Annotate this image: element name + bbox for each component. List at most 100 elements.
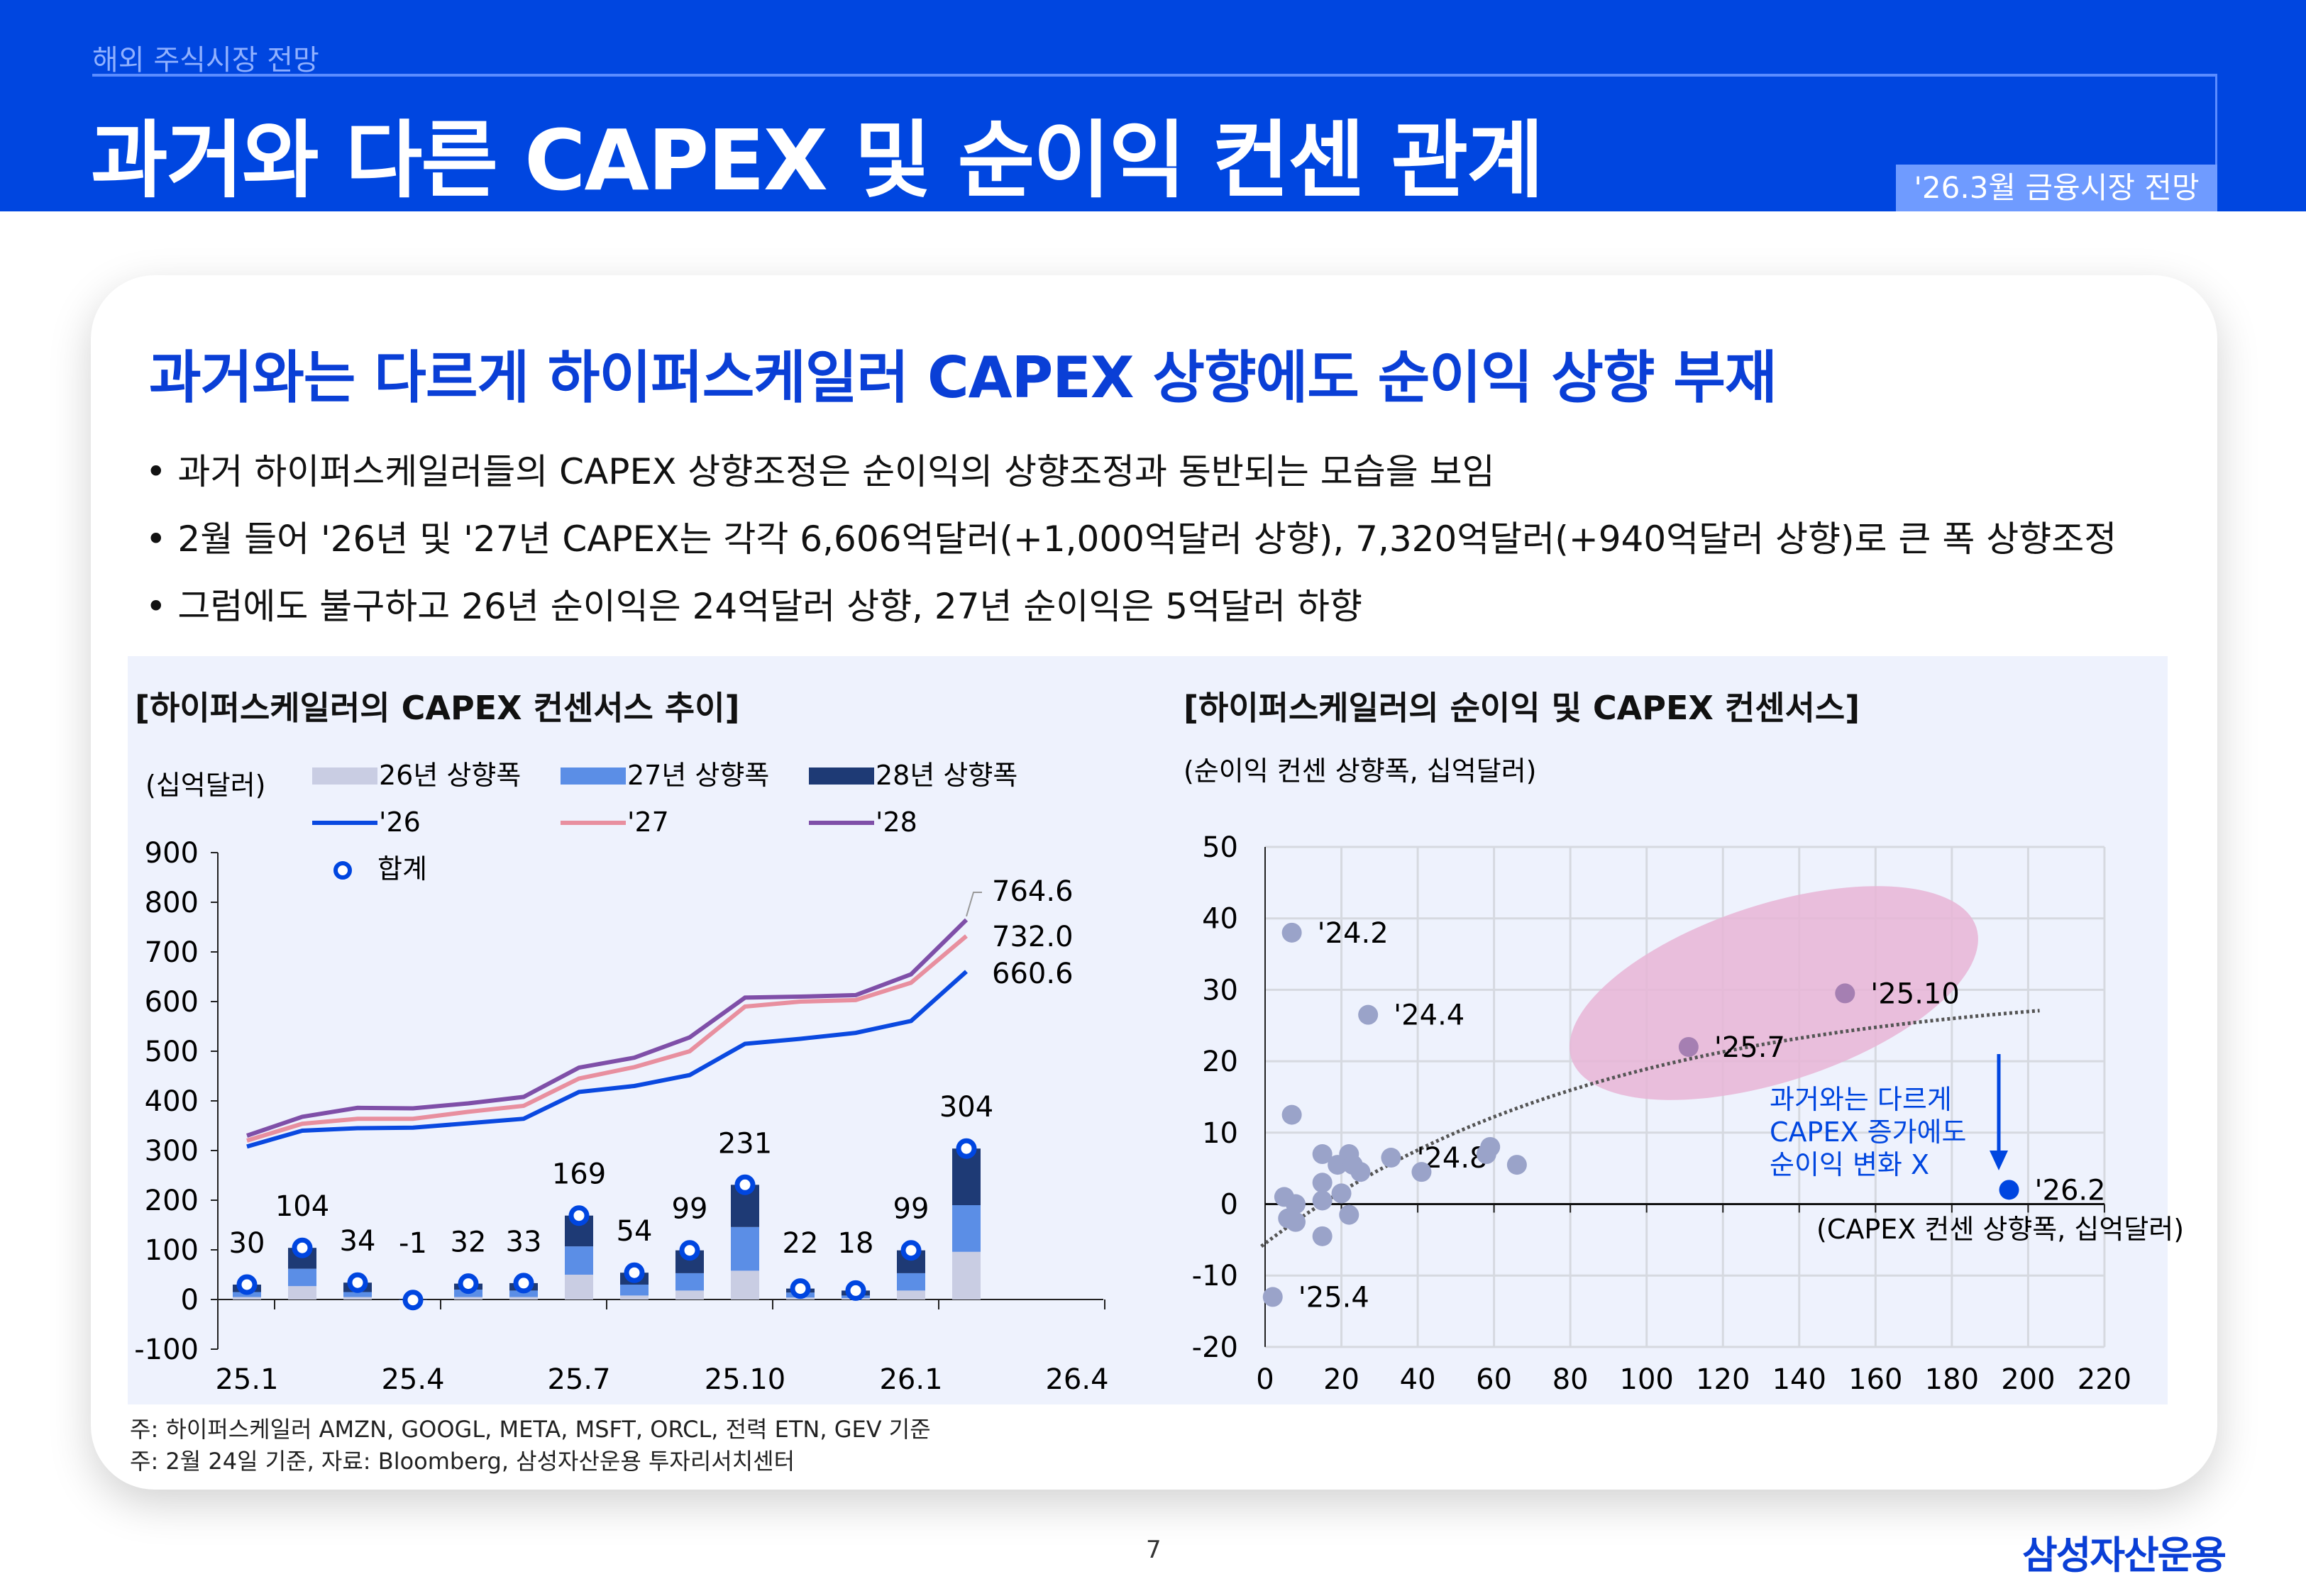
y-tick-label: 0	[181, 1284, 199, 1317]
total-marker	[900, 1240, 922, 1261]
y-tick-label: 100	[145, 1234, 199, 1267]
end-label-leader	[966, 892, 982, 917]
total-marker	[513, 1273, 534, 1294]
total-marker	[568, 1205, 590, 1226]
x-tick-label: 26.4	[1045, 1363, 1108, 1396]
total-label: 104	[275, 1190, 329, 1223]
content-heading: 과거와는 다르게 하이퍼스케일러 CAPEX 상향에도 순이익 상향 부재	[149, 345, 1777, 411]
y-tick-label: -20	[1192, 1331, 1238, 1364]
right-y-unit: (순이익 컨센 상향폭, 십억달러)	[1184, 755, 1537, 787]
point-label: '25.10	[1870, 977, 1960, 1010]
bar-segment-27	[509, 1290, 538, 1297]
total-label: -1	[399, 1227, 427, 1260]
total-marker	[679, 1240, 700, 1261]
x-tick-label: 60	[1476, 1363, 1512, 1396]
bar-segment-26	[952, 1251, 981, 1299]
legend-label: '27	[627, 807, 669, 838]
scatter-point	[1281, 1104, 1302, 1125]
bar-segment-26	[731, 1270, 759, 1299]
legend-label: '28	[876, 807, 917, 838]
y-tick-label: 30	[1202, 974, 1238, 1007]
y-tick-label: 700	[145, 936, 199, 969]
x-tick-label: 220	[2078, 1363, 2131, 1396]
bar-segment-26	[565, 1275, 593, 1299]
total-label: 30	[229, 1227, 265, 1260]
bar-segment-27	[952, 1205, 981, 1252]
x-tick-label: 25.1	[215, 1363, 278, 1396]
total-marker	[845, 1280, 866, 1301]
bar-segment-26	[897, 1290, 925, 1299]
end-label: 660.6	[992, 958, 1074, 990]
point-label: '24.4	[1394, 999, 1464, 1032]
scatter-point	[1358, 1004, 1379, 1025]
legend-label: 28년 상향폭	[876, 760, 1017, 791]
total-label: 169	[552, 1158, 606, 1191]
total-marker	[734, 1174, 756, 1195]
right-chart-title: [하이퍼스케일러의 순이익 및 CAPEX 컨센서스]	[1184, 689, 1860, 727]
y-tick-label: 40	[1202, 903, 1238, 936]
total-marker	[292, 1237, 313, 1258]
bar-segment-27	[675, 1273, 704, 1291]
legend-swatch-27	[561, 767, 626, 785]
x-tick-label: 180	[1925, 1363, 1979, 1396]
header-divider	[92, 74, 2217, 77]
x-tick-label: 100	[1620, 1363, 1674, 1396]
total-label: 34	[340, 1225, 376, 1258]
scatter-point	[1381, 1148, 1401, 1168]
total-label: 99	[672, 1193, 708, 1226]
total-marker	[402, 1290, 424, 1311]
bullet-3: • 그럼에도 불구하고 26년 순이익은 24억달러 상향, 27년 순이익은 …	[145, 586, 1363, 627]
left-chart-title: [하이퍼스케일러의 CAPEX 컨센서스 추이]	[135, 689, 740, 727]
total-label: 231	[718, 1127, 772, 1160]
total-label: 22	[783, 1227, 819, 1260]
point-label: '26.2	[2035, 1174, 2106, 1207]
report-badge: '26.3월 금융시장 전망	[1896, 165, 2217, 211]
x-tick-label: 40	[1400, 1363, 1436, 1396]
point-label: '25.7	[1714, 1031, 1785, 1064]
total-marker	[956, 1138, 977, 1159]
scatter-point	[1835, 983, 1855, 1004]
y-tick-label: 600	[145, 986, 199, 1019]
legend-label: 26년 상향폭	[379, 760, 521, 791]
legend-swatch-28	[809, 767, 874, 785]
bar-segment-27	[731, 1226, 759, 1271]
total-marker	[236, 1274, 258, 1295]
highlight-ellipse	[1569, 886, 1978, 1100]
y-tick-label: 0	[1220, 1189, 1238, 1221]
arrow-head-icon	[1990, 1151, 2008, 1170]
annotation-line: 순이익 변화 X	[1770, 1149, 1929, 1180]
point-label: '24.2	[1318, 917, 1389, 950]
footnote-1: 주: 하이퍼스케일러 AMZN, GOOGL, META, MSFT, ORCL…	[130, 1416, 931, 1443]
company-logo: 삼성자산운용	[2022, 1533, 2227, 1578]
bar-segment-26	[620, 1295, 649, 1299]
point-label: '25.4	[1298, 1281, 1369, 1314]
bar-segment-27	[620, 1285, 649, 1296]
x-tick-label: 25.10	[705, 1363, 786, 1396]
page-title: 과거와 다른 CAPEX 및 순이익 컨센 관계	[91, 111, 1544, 209]
y-tick-label: -10	[1192, 1260, 1238, 1292]
x-tick-label: 25.4	[381, 1363, 444, 1396]
total-label: 304	[939, 1091, 993, 1124]
bar-segment-27	[897, 1273, 925, 1291]
total-marker	[790, 1278, 811, 1299]
y-tick-label: 800	[145, 887, 199, 919]
scatter-point	[1312, 1173, 1333, 1193]
scatter-point	[1350, 1162, 1371, 1182]
bar-segment-27	[288, 1268, 316, 1287]
total-label: 33	[506, 1226, 542, 1258]
x-tick-label: 0	[1256, 1363, 1274, 1396]
y-tick-label: 200	[145, 1185, 199, 1217]
bar-segment-27	[343, 1292, 372, 1297]
capex-line-27	[246, 934, 968, 1143]
capex-line-26	[246, 970, 968, 1149]
bar-segment-26	[343, 1297, 372, 1299]
total-label: 99	[893, 1193, 929, 1226]
bar-segment-26	[233, 1297, 261, 1299]
capex-line-28	[246, 918, 969, 1138]
scatter-point	[1262, 1287, 1283, 1307]
page-number: 7	[1146, 1536, 1162, 1564]
scatter-point	[1999, 1180, 2019, 1200]
y-tick-label: 50	[1202, 831, 1238, 864]
x-tick-label: 80	[1552, 1363, 1589, 1396]
